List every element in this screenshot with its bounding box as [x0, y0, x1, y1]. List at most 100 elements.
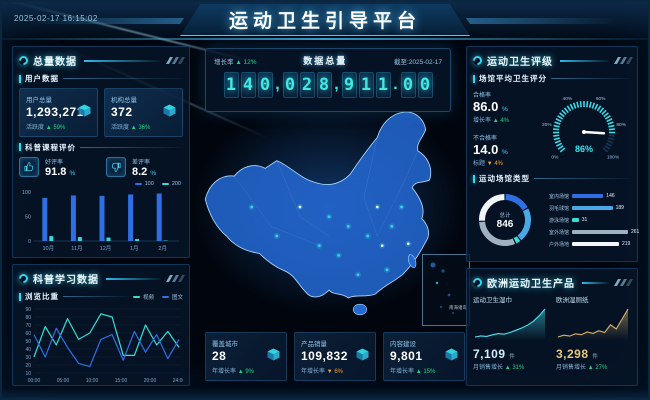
section-underline — [106, 277, 161, 280]
subsection-title: 浏览比重 — [25, 292, 59, 301]
paper-area-chart — [557, 308, 629, 340]
svg-text:100: 100 — [22, 190, 31, 196]
counter-digit: 0 — [400, 72, 416, 98]
svg-text:0: 0 — [28, 239, 31, 245]
trend-value: 36% — [138, 124, 151, 131]
rating-positive: 好评率 91.8 % — [19, 157, 96, 178]
counter-digit: 0 — [257, 72, 273, 98]
subsection-title: 运动场馆类型 — [479, 174, 530, 183]
sub-underline — [80, 146, 183, 148]
stat-value: 1,293,271 — [26, 105, 84, 119]
svg-text:100%: 100% — [607, 154, 620, 160]
venue-donut-svg — [479, 194, 531, 246]
counter-separator: , — [275, 76, 280, 93]
trend-value: 59% — [53, 124, 66, 131]
page-title: 运动卫生引导平台 — [228, 11, 421, 32]
svg-text:60%: 60% — [596, 96, 606, 102]
stat-sub-label: 活跃度 — [26, 124, 45, 131]
slash-decoration — [165, 57, 186, 64]
svg-text:10月: 10月 — [42, 245, 54, 252]
svg-text:50: 50 — [25, 339, 31, 345]
header-edge-line — [2, 38, 648, 40]
stat-value: 109,832 — [301, 349, 348, 363]
timestamp: 2025-02-17 16:15:02 — [14, 14, 98, 23]
section-title: 运动卫生评级 — [487, 57, 553, 68]
venue-bar-row: 户外场地 219 — [548, 241, 631, 248]
sub-bar-icon — [19, 292, 21, 301]
counter-digit: 9 — [341, 72, 357, 98]
svg-text:40%: 40% — [563, 96, 573, 102]
rating-unit: % — [150, 169, 157, 177]
svg-text:0%: 0% — [552, 154, 560, 160]
stat-sub-label: 增长率 — [473, 117, 492, 124]
venue-bar-row: 室外场馆 261 — [548, 229, 640, 236]
venue-bar-row: 游泳场馆 31 — [548, 217, 588, 224]
product-unit: 件 — [592, 354, 599, 360]
svg-text:20: 20 — [25, 363, 31, 369]
course-eval-bar-chart: 0 50 100 10月 11月 12月 1月 2月 — [22, 190, 179, 252]
stat-label: 产品销量 — [301, 341, 327, 348]
up-arrow-icon: ▲ — [587, 365, 594, 371]
section-underline — [560, 59, 609, 62]
donut-center-label: 总计 — [499, 212, 511, 219]
total-data-title: 数据总量 — [303, 56, 348, 66]
up-arrow-icon: ▲ — [130, 124, 137, 131]
venue-type-bars: 室内场馆 146 羽毛球馆 189 游泳场馆 31 室外场馆 261 户外场地 219 — [543, 193, 639, 248]
svg-text:60: 60 — [25, 331, 31, 337]
sub-underline — [63, 78, 183, 79]
subsection-title: 科普课程评价 — [25, 142, 76, 152]
trend-value: 9% — [245, 368, 254, 375]
up-arrow-icon: ▲ — [237, 368, 244, 375]
growth-rate: 增长率 ▲ 12% — [214, 56, 257, 66]
svg-text:10:00: 10:00 — [86, 378, 99, 384]
svg-text:15:00: 15:00 — [115, 378, 128, 384]
wipes-area-chart — [474, 308, 546, 340]
svg-text:11月: 11月 — [71, 245, 82, 252]
panel-total-data: 总量数据 用户数据 用户总量 1,293,271 活跃度 ▲ 59% 机构总量 … — [12, 46, 190, 258]
svg-text:90: 90 — [25, 307, 31, 313]
stat-label: 用户总量 — [26, 97, 52, 104]
stat-unit: % — [501, 105, 508, 113]
product-label: 运动卫生湿巾 — [473, 297, 512, 304]
section-underline — [582, 281, 609, 284]
sub-bar-icon — [473, 74, 475, 83]
stat-card-sales: 产品销量 109,832 年增长率 ▼ 6% — [294, 332, 376, 381]
thumb-up-icon — [19, 157, 39, 178]
svg-text:40: 40 — [25, 347, 31, 353]
venue-type-donut: 总计 846 — [473, 188, 537, 252]
section-title: 欧洲运动卫生产品 — [487, 279, 575, 290]
counter-separator: , — [334, 76, 339, 93]
section-ring-icon — [17, 54, 30, 67]
counter-digit: 1 — [358, 72, 374, 98]
product-wipes: 运动卫生湿巾 7,109 件 月销售增长 ▲ 31% — [473, 294, 548, 371]
stat-value: 372 — [111, 105, 133, 119]
svg-text:1月: 1月 — [130, 245, 139, 252]
svg-text:20%: 20% — [542, 122, 552, 128]
svg-text:80%: 80% — [617, 122, 627, 128]
svg-text:30: 30 — [25, 355, 31, 361]
product-value: 7,109 — [473, 347, 506, 361]
product-label: 欧洲湿厕纸 — [556, 297, 589, 304]
legend-item: 200 — [161, 181, 181, 187]
cube-icon — [163, 104, 176, 117]
section-title: 科普学习数据 — [33, 275, 99, 286]
trend-value: 4% — [494, 160, 503, 167]
stat-value: 86.0 — [473, 98, 499, 114]
svg-text:20:00: 20:00 — [144, 378, 157, 384]
svg-text:05:00: 05:00 — [57, 378, 70, 384]
stat-card-content: 内容建设 9,801 年增长率 ▲ 15% — [383, 332, 465, 381]
sub-bar-icon — [19, 143, 21, 152]
trend-value: 4% — [500, 117, 509, 124]
slash-decoration — [613, 57, 634, 64]
stat-value: 28 — [212, 349, 227, 363]
sub-bar-icon — [19, 74, 21, 83]
title-plate: 运动卫生引导平台 — [180, 4, 470, 36]
inset-map-svg — [430, 262, 455, 315]
stat-sub-label: 标题 — [473, 160, 486, 167]
hygiene-gauge-chart: 0% 20% 40% 60% 80% 100% 86% — [542, 96, 627, 161]
sub-underline — [63, 296, 129, 297]
rating-unit: % — [69, 169, 76, 177]
trend-value: 15% — [423, 368, 436, 375]
